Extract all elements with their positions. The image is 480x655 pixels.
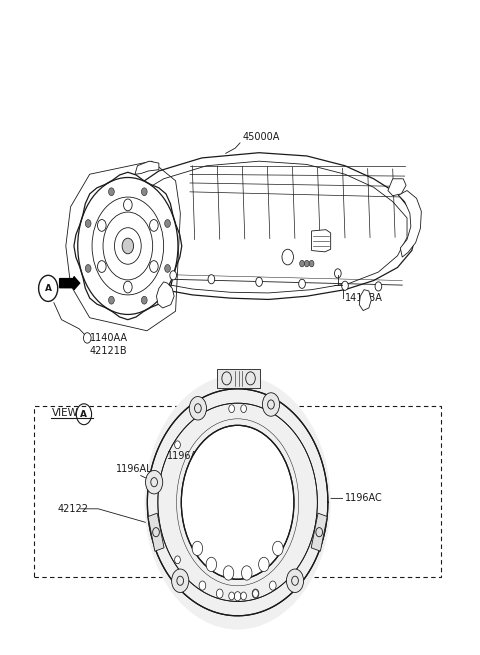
Text: 1196AL: 1196AL [116, 464, 153, 474]
Circle shape [229, 405, 235, 413]
Circle shape [216, 589, 223, 598]
Circle shape [144, 375, 331, 629]
Polygon shape [148, 513, 164, 552]
Circle shape [181, 425, 294, 579]
Circle shape [38, 275, 58, 301]
Circle shape [335, 269, 341, 278]
Text: VIEW: VIEW [51, 407, 78, 417]
Circle shape [263, 393, 279, 416]
Circle shape [241, 405, 246, 413]
Polygon shape [312, 230, 331, 252]
Circle shape [145, 470, 163, 494]
Polygon shape [311, 513, 327, 552]
Circle shape [206, 557, 216, 572]
Bar [217, 369, 260, 388]
Text: 1196AL: 1196AL [222, 451, 258, 461]
Polygon shape [156, 282, 174, 308]
Text: 42121B: 42121B [90, 346, 127, 356]
Circle shape [97, 219, 106, 231]
Circle shape [142, 188, 147, 196]
Circle shape [150, 219, 158, 231]
Circle shape [85, 219, 91, 227]
Circle shape [85, 265, 91, 272]
Circle shape [123, 199, 132, 211]
Circle shape [269, 581, 276, 590]
Circle shape [122, 238, 133, 253]
Circle shape [192, 541, 203, 555]
Circle shape [287, 569, 304, 593]
Circle shape [259, 557, 269, 572]
Circle shape [223, 566, 234, 580]
Circle shape [241, 592, 246, 600]
Circle shape [304, 260, 309, 267]
Polygon shape [360, 290, 371, 310]
Circle shape [175, 556, 180, 564]
Circle shape [299, 279, 305, 288]
Circle shape [165, 219, 170, 227]
Circle shape [375, 282, 382, 291]
Text: A: A [81, 410, 87, 419]
Circle shape [229, 592, 235, 600]
Circle shape [241, 566, 252, 580]
Text: 1196AL: 1196AL [167, 451, 204, 461]
Circle shape [300, 260, 304, 267]
Text: 45000A: 45000A [242, 132, 280, 141]
Polygon shape [398, 191, 421, 257]
Circle shape [189, 396, 206, 420]
Polygon shape [388, 179, 406, 196]
Circle shape [165, 265, 170, 272]
Circle shape [108, 188, 114, 196]
Circle shape [256, 277, 263, 286]
Text: 1416BA: 1416BA [345, 293, 383, 303]
Circle shape [181, 425, 294, 579]
Circle shape [150, 261, 158, 272]
Polygon shape [111, 153, 417, 299]
Bar [34, 405, 442, 576]
Circle shape [252, 590, 258, 597]
Circle shape [172, 569, 189, 593]
Circle shape [175, 441, 180, 449]
Circle shape [78, 178, 178, 314]
Circle shape [273, 541, 283, 555]
Circle shape [342, 281, 348, 290]
Circle shape [252, 589, 259, 598]
Circle shape [234, 591, 241, 601]
Circle shape [84, 333, 91, 343]
Text: 1140AA: 1140AA [90, 333, 128, 343]
Circle shape [108, 296, 114, 304]
Circle shape [123, 281, 132, 293]
Polygon shape [135, 161, 159, 174]
Circle shape [170, 271, 177, 280]
Circle shape [142, 296, 147, 304]
Text: 42122: 42122 [58, 504, 89, 514]
Circle shape [208, 274, 215, 284]
Circle shape [309, 260, 314, 267]
Circle shape [199, 581, 206, 590]
Circle shape [97, 261, 106, 272]
Text: A: A [45, 284, 52, 293]
FancyArrow shape [60, 276, 80, 290]
Text: 1196AC: 1196AC [345, 493, 383, 504]
